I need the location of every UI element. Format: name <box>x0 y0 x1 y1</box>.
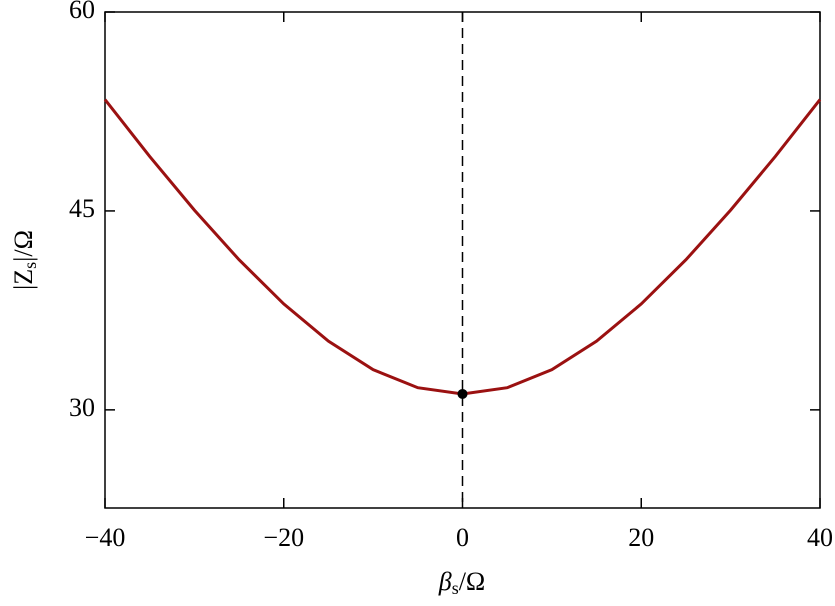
x-tick-label: −20 <box>263 523 304 552</box>
x-label-rest: /Ω <box>459 567 486 596</box>
y-label-rest: |/Ω <box>9 230 38 262</box>
x-axis-label: βs/Ω <box>438 567 486 598</box>
x-label-main: β <box>438 567 452 596</box>
x-label-sub: s <box>452 578 459 598</box>
y-tick-label: 60 <box>69 0 95 24</box>
x-tick-label: −40 <box>85 523 126 552</box>
y-label-pre: |Z <box>9 269 38 290</box>
y-axis-label: |Zs|/Ω <box>9 230 40 290</box>
y-tick-label: 45 <box>69 194 95 223</box>
y-tick-label: 30 <box>69 393 95 422</box>
x-tick-label: 40 <box>807 523 833 552</box>
x-tick-label: 20 <box>628 523 654 552</box>
x-tick-label: 0 <box>456 523 469 552</box>
highlight-point <box>457 388 468 399</box>
y-label-sub: s <box>20 262 40 269</box>
